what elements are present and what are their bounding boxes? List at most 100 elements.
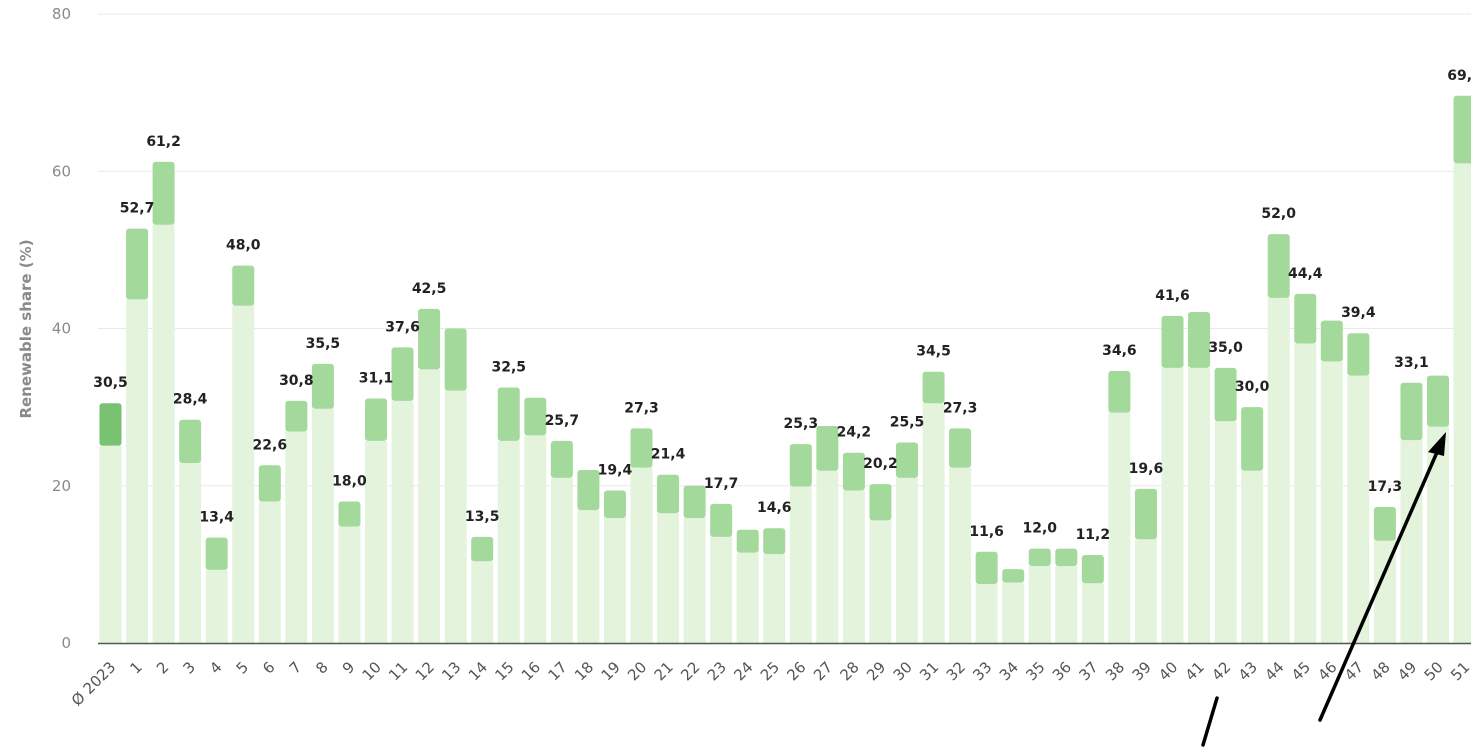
bar-top [683, 485, 706, 518]
bar-base [1427, 426, 1449, 643]
bar-base [1214, 421, 1237, 643]
bar-top [1347, 333, 1370, 376]
bar-top [630, 428, 653, 468]
bar-top [1267, 234, 1290, 298]
bar-top [869, 484, 892, 521]
x-tick-label: 7 [286, 658, 305, 677]
bar-base [179, 462, 202, 643]
bar-base [1055, 565, 1078, 643]
bar-base [736, 552, 759, 643]
x-tick-label: 32 [943, 658, 969, 684]
x-tick-label: 33 [969, 658, 995, 684]
bar-top [1400, 382, 1423, 441]
bar-top [949, 428, 972, 468]
bar-base [1002, 582, 1025, 643]
x-tick-label: 9 [339, 658, 358, 677]
bar-top [896, 442, 918, 478]
x-tick-label: 1 [126, 658, 145, 677]
y-tick-label: 80 [52, 5, 71, 23]
bar-base [205, 569, 228, 643]
bar-top [497, 387, 520, 441]
bar-base [444, 390, 467, 643]
bar-base [550, 477, 573, 643]
y-tick-label: 20 [52, 477, 71, 495]
bar-base [232, 305, 255, 643]
bar-base [1161, 367, 1184, 643]
x-tick-label: 22 [677, 658, 703, 684]
data-label: 30,8 [279, 373, 314, 389]
data-label: 61,2 [146, 134, 181, 150]
data-label: 35,5 [306, 336, 341, 352]
bar-top [471, 536, 494, 562]
bar-base [497, 440, 520, 643]
bar-base [1320, 361, 1343, 643]
bar-top [789, 444, 812, 487]
bar-top [1002, 569, 1025, 583]
x-tick-label: 44 [1261, 658, 1287, 684]
bar-base [1028, 565, 1051, 643]
bar-top [232, 265, 255, 306]
x-tick-label: 39 [1129, 658, 1155, 684]
bar-base [896, 477, 918, 643]
bar-base [285, 431, 308, 643]
bar-top [842, 452, 865, 491]
bar-top [205, 537, 228, 570]
data-label: 12,0 [1022, 521, 1057, 537]
data-label: 27,3 [943, 400, 978, 416]
data-label: 69,6 [1447, 68, 1471, 84]
y-axis-label: Renewable share (%) [17, 239, 35, 418]
x-tick-label: 29 [863, 658, 889, 684]
data-label: 17,7 [704, 476, 739, 492]
bar-top [1134, 488, 1157, 540]
data-label: 32,5 [491, 359, 526, 375]
x-tick-label: 2 [153, 658, 172, 677]
bar-base [577, 510, 600, 643]
data-label: 25,3 [784, 416, 819, 432]
bar-top [179, 419, 202, 463]
x-tick-label: 37 [1075, 658, 1101, 684]
bar-top [418, 308, 441, 370]
x-tick-label: 6 [259, 658, 278, 677]
bar-base [152, 224, 175, 643]
x-tick-label: 19 [598, 658, 624, 684]
bar-top [922, 371, 945, 404]
data-label: 44,4 [1288, 266, 1323, 282]
x-tick-label: 16 [518, 658, 544, 684]
x-tick-label: 28 [836, 658, 862, 684]
bar-base [949, 467, 972, 643]
x-tick-label: 8 [312, 658, 331, 677]
x-tick-label: 41 [1182, 658, 1208, 684]
bar-top [710, 503, 733, 537]
x-tick-label: 10 [359, 658, 385, 684]
data-label: 52,7 [120, 201, 155, 217]
data-label: 25,5 [890, 415, 925, 431]
data-label: 39,4 [1341, 305, 1376, 321]
bar-base [258, 501, 281, 643]
data-label: 30,0 [1235, 379, 1270, 395]
bar-top [1241, 407, 1264, 471]
data-label: 19,6 [1129, 461, 1164, 477]
x-tick-label: 51 [1447, 658, 1471, 684]
bar-top [1161, 315, 1184, 368]
x-tick-label: 38 [1102, 658, 1128, 684]
data-label: 52,0 [1261, 206, 1296, 222]
x-tick-label: 13 [438, 658, 464, 684]
x-tick-label: 45 [1288, 658, 1314, 684]
data-label: 22,6 [253, 437, 288, 453]
bar-base [763, 554, 786, 643]
x-tick-label: 26 [783, 658, 809, 684]
data-label: 20,2 [863, 456, 898, 472]
x-tick-label: 18 [571, 658, 597, 684]
bar-base [975, 584, 998, 643]
bar-top [311, 363, 334, 409]
bar-top [1453, 95, 1471, 164]
bar-top [603, 490, 626, 518]
bar-base [338, 526, 361, 643]
bar-top [338, 501, 361, 527]
bar-base [1081, 583, 1104, 643]
bar-top [258, 465, 281, 502]
bar-base [1400, 440, 1423, 643]
bar-top [1427, 375, 1449, 427]
bar-base [683, 517, 706, 643]
y-tick-label: 60 [52, 162, 71, 180]
